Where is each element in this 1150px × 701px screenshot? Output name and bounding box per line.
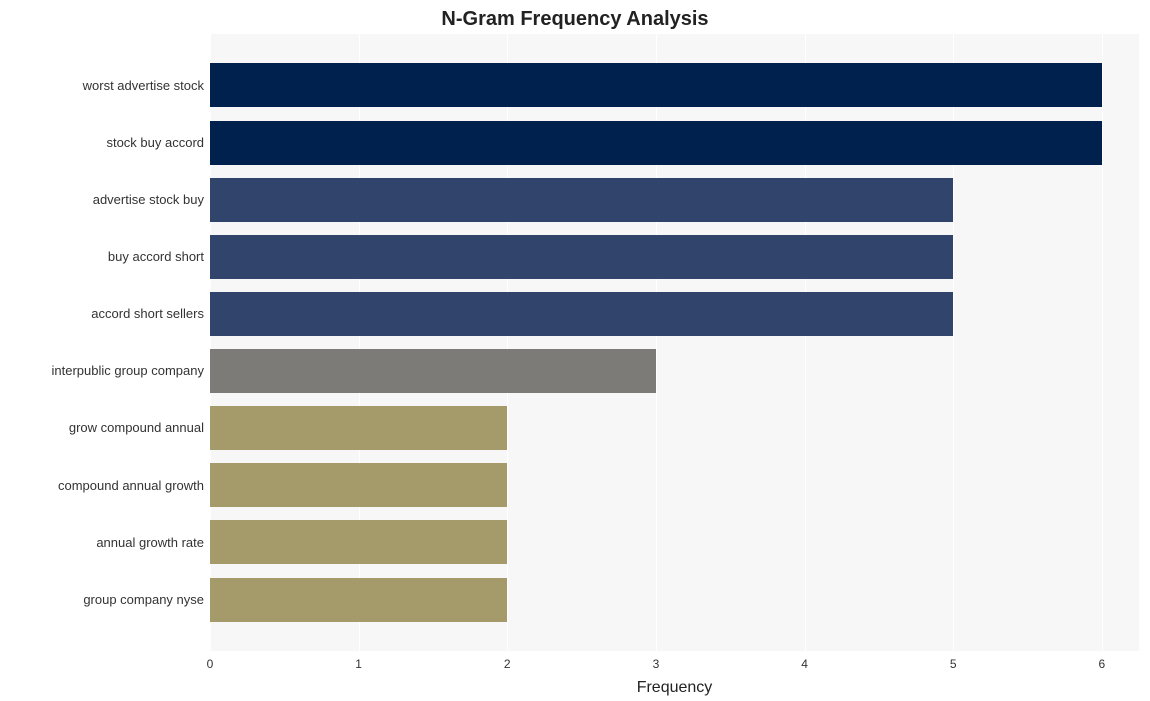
x-tick-label: 3 [653, 657, 660, 671]
y-tick-label: accord short sellers [91, 306, 204, 321]
x-tick-label: 6 [1098, 657, 1105, 671]
y-tick-label: advertise stock buy [93, 192, 204, 207]
bar [210, 121, 1102, 165]
bar-row [210, 406, 1139, 450]
x-tick-label: 2 [504, 657, 511, 671]
x-tick-label: 4 [801, 657, 808, 671]
chart-title: N-Gram Frequency Analysis [0, 8, 1150, 31]
y-tick-label: compound annual growth [58, 478, 204, 493]
bar [210, 406, 507, 450]
ngram-frequency-chart: N-Gram Frequency Analysis Frequency 0 1 2 3… [0, 0, 1150, 701]
y-tick-label: worst advertise stock [83, 78, 204, 93]
bar-row [210, 178, 1139, 222]
y-tick-label: grow compound annual [69, 420, 204, 435]
bar-row [210, 520, 1139, 564]
plot-area [210, 34, 1139, 651]
bar-row [210, 349, 1139, 393]
bar-row [210, 121, 1139, 165]
x-axis-title: Frequency [210, 679, 1139, 697]
bar [210, 63, 1102, 107]
y-tick-label: annual growth rate [96, 535, 204, 550]
y-tick-label: stock buy accord [106, 135, 204, 150]
y-tick-label: buy accord short [108, 249, 204, 264]
x-tick-label: 5 [950, 657, 957, 671]
bar [210, 520, 507, 564]
x-tick-label: 0 [207, 657, 214, 671]
bar [210, 178, 953, 222]
bar [210, 235, 953, 279]
x-tick-label: 1 [355, 657, 362, 671]
bar-row [210, 292, 1139, 336]
bar-row [210, 63, 1139, 107]
bar [210, 578, 507, 622]
bar-row [210, 463, 1139, 507]
y-tick-label: group company nyse [83, 592, 204, 607]
bar-row [210, 235, 1139, 279]
bar-row [210, 578, 1139, 622]
y-tick-label: interpublic group company [52, 363, 204, 378]
bar [210, 349, 656, 393]
bar [210, 292, 953, 336]
bar [210, 463, 507, 507]
